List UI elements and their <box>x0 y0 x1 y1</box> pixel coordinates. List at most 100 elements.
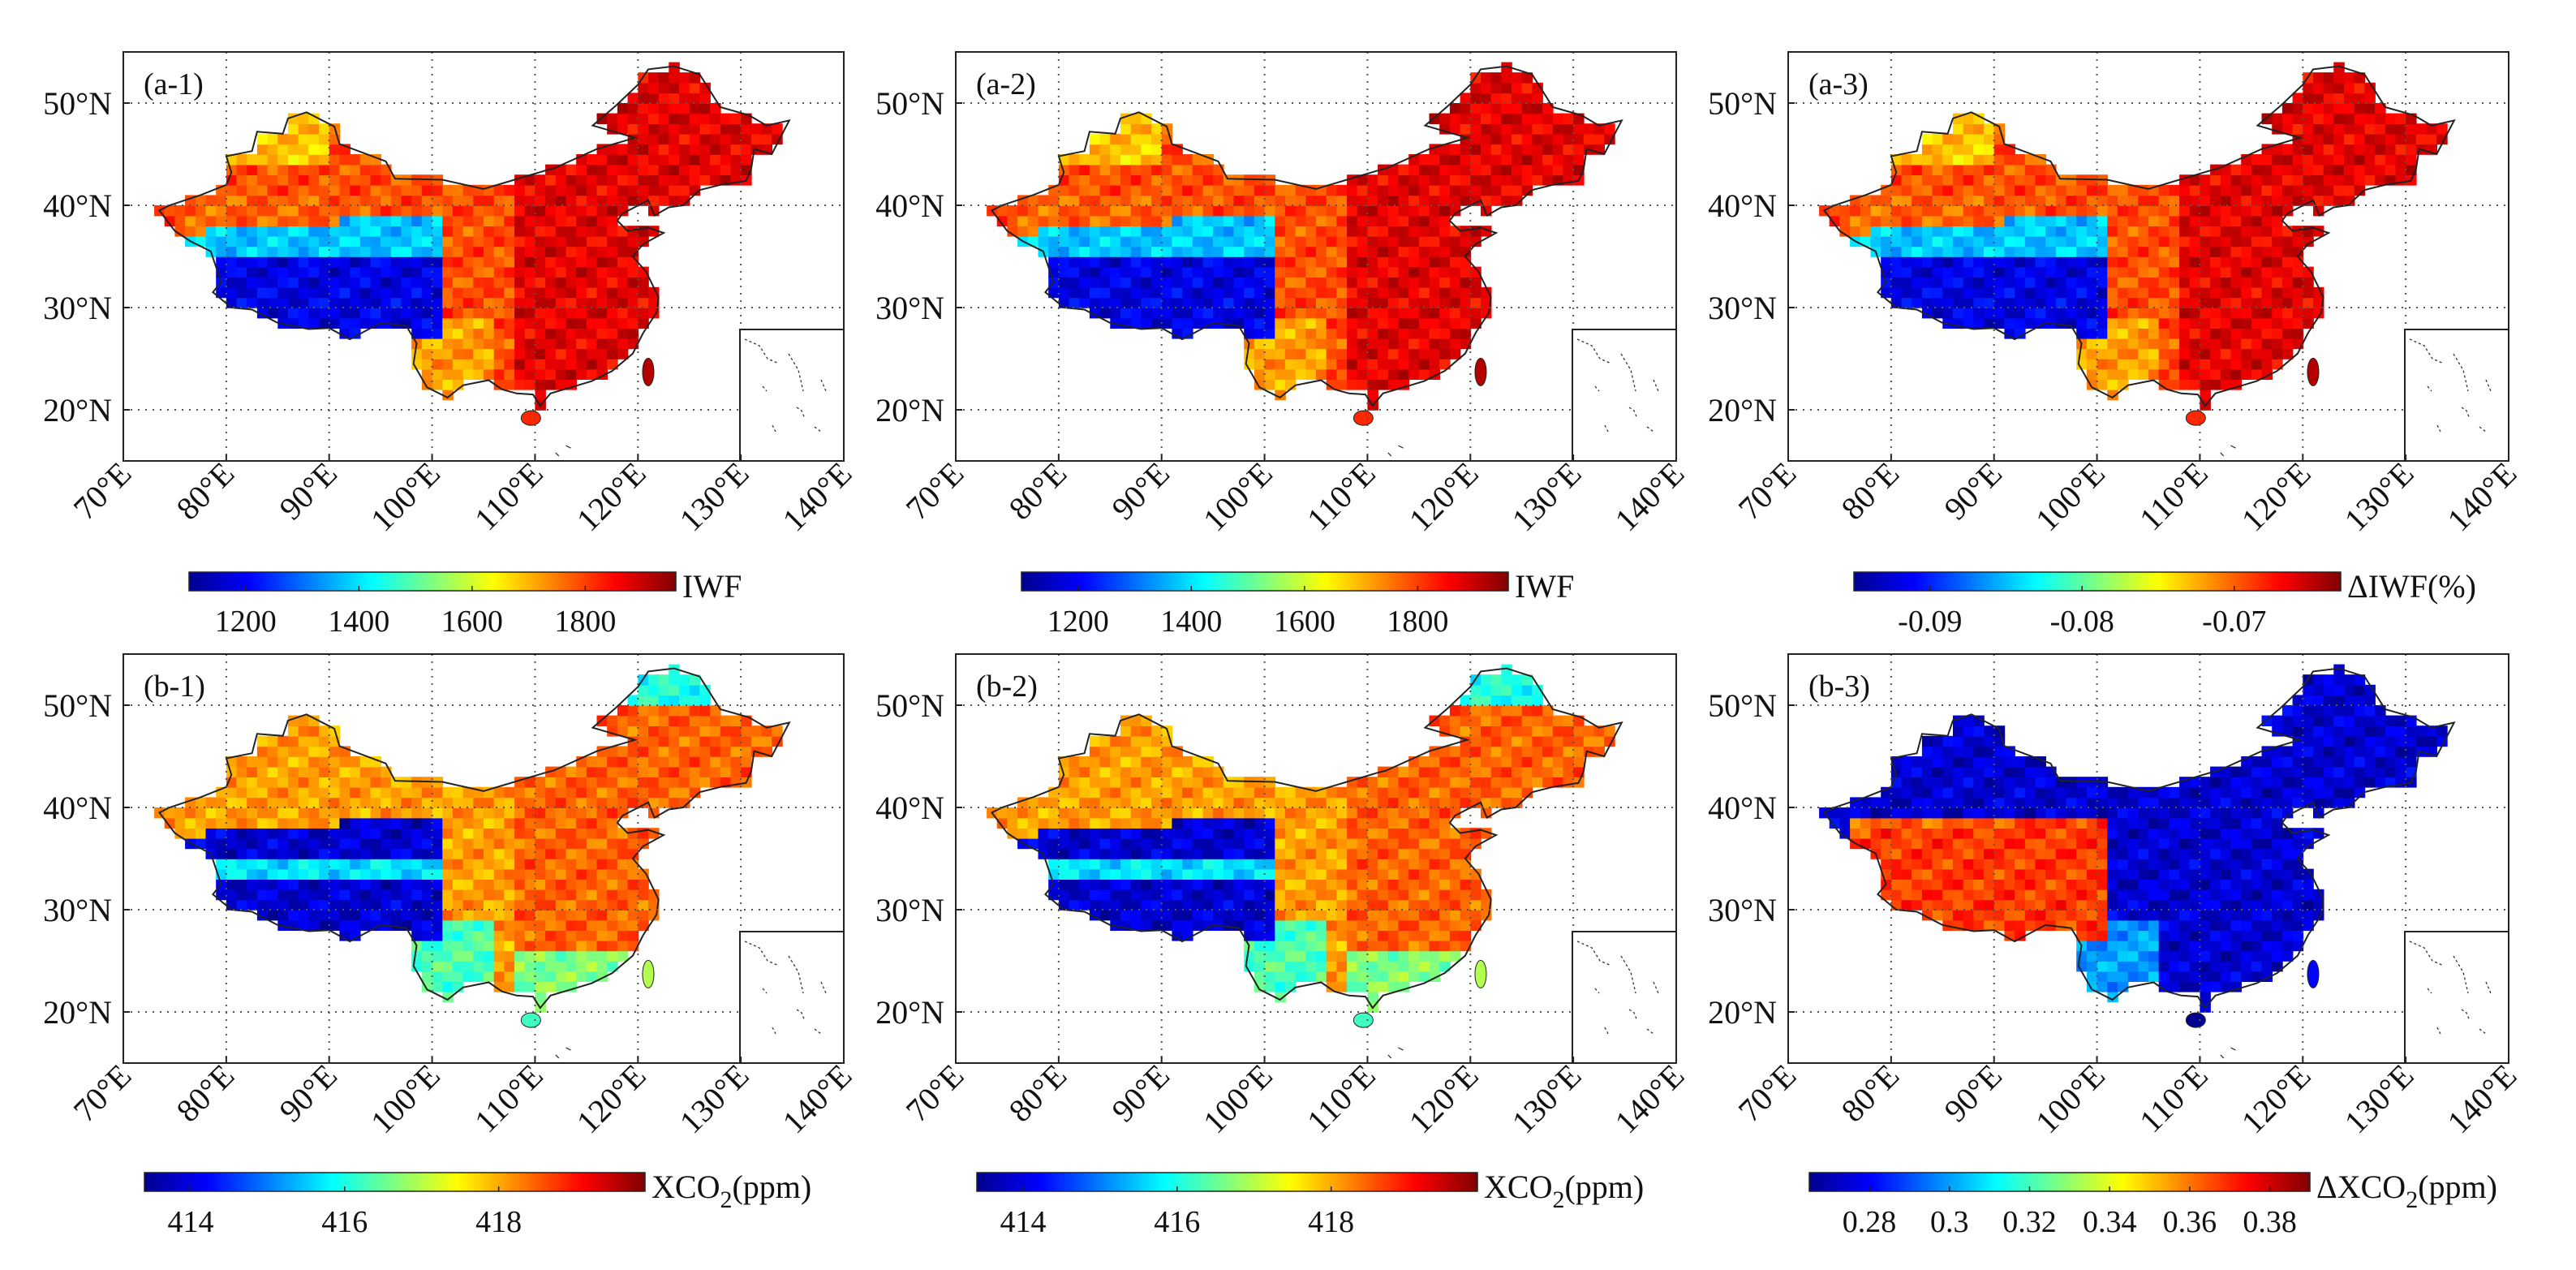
heatmap-cell <box>1089 184 1101 196</box>
heatmap-cell <box>288 879 299 890</box>
heatmap-cell <box>1378 359 1389 370</box>
heatmap-cell <box>462 910 475 921</box>
heatmap-cell <box>648 286 660 299</box>
heatmap-cell <box>2281 226 2294 237</box>
heatmap-cell <box>2333 154 2345 166</box>
heatmap-cell <box>267 828 279 839</box>
heatmap-cell <box>2138 246 2149 257</box>
heatmap-cell <box>401 235 412 248</box>
heatmap-cell <box>1295 297 1307 308</box>
heatmap-cell <box>1408 266 1420 278</box>
heatmap-cell <box>1408 879 1420 890</box>
heatmap-cell <box>1192 277 1204 288</box>
heatmap-cell <box>1336 286 1348 299</box>
heatmap-cell <box>277 766 289 777</box>
heatmap-cell <box>247 266 258 278</box>
heatmap-cell <box>1542 164 1554 175</box>
heatmap-cell <box>699 103 711 114</box>
heatmap-cell <box>1141 777 1152 788</box>
heatmap-cell <box>2189 338 2201 350</box>
heatmap-cell <box>1378 889 1389 901</box>
heatmap-cell <box>586 807 598 819</box>
heatmap-cell <box>545 195 557 206</box>
heatmap-cell <box>669 103 680 114</box>
heatmap-cell <box>1347 277 1358 288</box>
heatmap-cell <box>1429 205 1440 217</box>
heatmap-cell <box>401 277 412 288</box>
heatmap-cell <box>1460 328 1472 339</box>
heatmap-cell <box>1512 756 1523 768</box>
heatmap-cell <box>432 981 444 992</box>
heatmap-cell <box>1932 154 1944 166</box>
heatmap-cell <box>596 879 608 890</box>
heatmap-cell <box>566 359 577 370</box>
heatmap-cell <box>1963 246 1975 257</box>
heatmap-cell <box>1244 205 1255 217</box>
heatmap-cell <box>1244 297 1255 308</box>
heatmap-cell <box>288 828 299 839</box>
heatmap-cell <box>1418 195 1430 206</box>
heatmap-cell <box>1130 807 1142 819</box>
heatmap-cell <box>679 113 690 124</box>
heatmap-cell <box>1984 174 1995 186</box>
heatmap-cell <box>1254 338 1266 350</box>
heatmap-cell <box>1316 317 1327 329</box>
heatmap-cell <box>442 817 454 829</box>
heatmap-cell <box>545 981 557 992</box>
heatmap-cell <box>658 123 670 135</box>
heatmap-cell <box>1501 664 1512 675</box>
heatmap-cell <box>1347 837 1358 850</box>
heatmap-cell <box>535 256 546 268</box>
heatmap-cell <box>1326 899 1338 911</box>
heatmap-cell <box>381 786 392 799</box>
heatmap-cell <box>504 879 515 890</box>
heatmap-cell <box>699 133 711 145</box>
heatmap-cell <box>1151 910 1163 921</box>
heatmap-cell <box>2096 246 2109 257</box>
heatmap-cell <box>401 226 412 237</box>
heatmap-cell <box>1275 338 1286 350</box>
heatmap-cell <box>576 786 587 799</box>
heatmap-cell <box>658 82 670 94</box>
heatmap-cell <box>1408 766 1420 777</box>
heatmap-cell <box>462 256 475 268</box>
heatmap-cell <box>524 226 536 237</box>
heatmap-cell <box>432 266 444 278</box>
heatmap-cell <box>339 164 350 175</box>
heatmap-cell <box>1973 246 1985 257</box>
heatmap-cell <box>421 184 433 196</box>
heatmap-cell <box>247 195 258 206</box>
heatmap-cell <box>627 879 639 890</box>
heatmap-cell <box>359 756 372 768</box>
heatmap-cell <box>555 940 567 952</box>
heatmap-cell <box>730 746 742 757</box>
heatmap-cell <box>596 817 608 829</box>
heatmap-cell <box>535 889 546 901</box>
heatmap-cell <box>1151 899 1163 911</box>
heatmap-cell <box>1017 807 1029 819</box>
heatmap-cell <box>514 368 526 380</box>
heatmap-cell <box>1141 144 1152 155</box>
heatmap-cell <box>2015 164 2026 175</box>
heatmap-cell <box>442 786 454 799</box>
heatmap-cell <box>421 899 433 911</box>
heatmap-cell <box>1398 919 1409 931</box>
heatmap-cell <box>1408 215 1420 226</box>
heatmap-cell <box>2251 246 2263 257</box>
heatmap-cell <box>2189 359 2201 370</box>
heatmap-cell <box>1161 164 1173 175</box>
heatmap-cell <box>1490 93 1503 104</box>
heatmap-cell <box>2364 174 2376 186</box>
heatmap-cell <box>1305 297 1317 308</box>
heatmap-cell <box>545 379 557 390</box>
heatmap-cell <box>1182 817 1193 829</box>
heatmap-cell <box>2251 226 2263 237</box>
heatmap-cell <box>452 930 464 941</box>
heatmap-cell <box>627 277 639 288</box>
heatmap-cell <box>226 879 238 890</box>
heatmap-cell <box>452 859 464 870</box>
heatmap-cell <box>1120 797 1132 808</box>
heatmap-cell <box>381 879 392 890</box>
heatmap-cell <box>524 338 536 350</box>
heatmap-cell <box>484 961 495 972</box>
